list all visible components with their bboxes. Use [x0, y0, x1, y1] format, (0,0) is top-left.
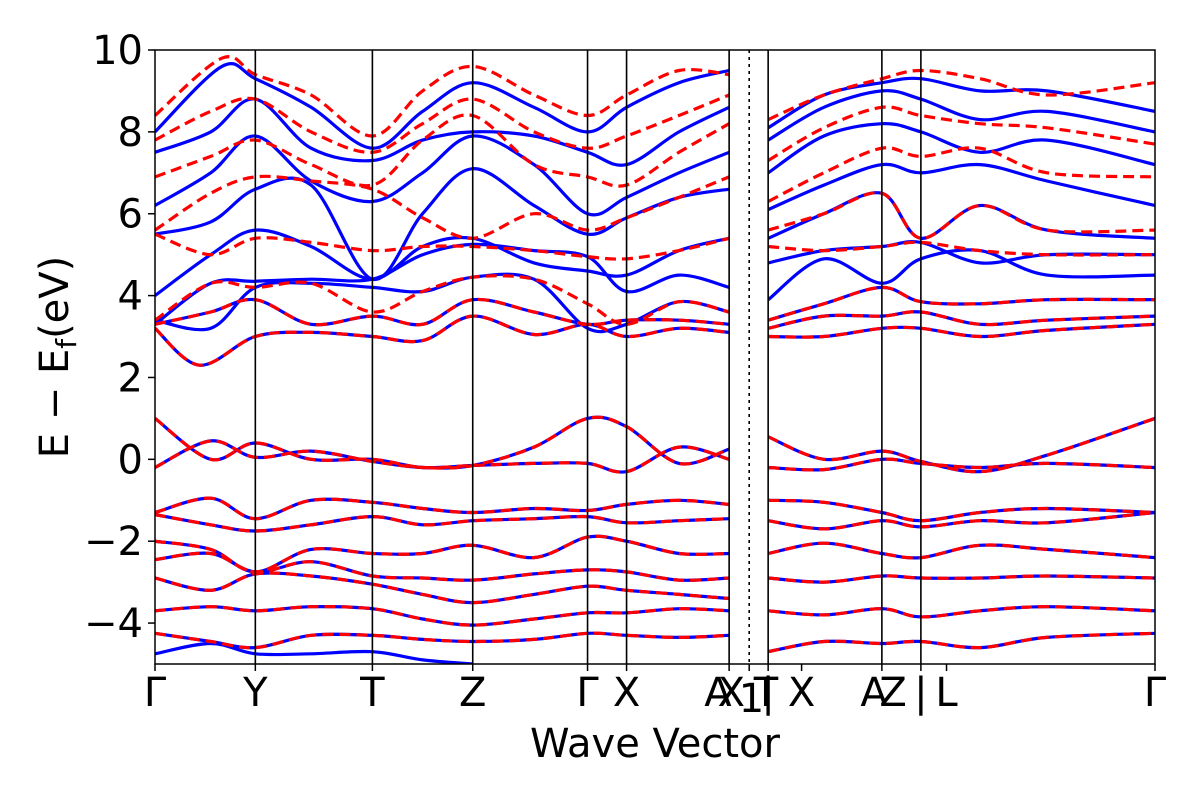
- x-tick-label: X: [788, 670, 815, 716]
- red-dashed-band-4: [155, 534, 730, 574]
- x-tick-label: |: [761, 670, 774, 716]
- y-axis-title-subscript: f: [50, 338, 83, 349]
- x-tick-label: T: [359, 670, 385, 716]
- blue-solid-band-34: [767, 122, 1155, 175]
- red-dashed-band-22: [768, 498, 1155, 523]
- y-tick-label: 2: [118, 355, 143, 401]
- y-tick-label: −2: [84, 519, 143, 565]
- blue-solid-band-33: [767, 162, 1155, 212]
- red-dashed-band-13: [155, 174, 730, 240]
- blue-solid-band-10: [155, 314, 730, 367]
- red-dashed-band-10: [155, 297, 730, 327]
- blue-solid-band-35: [767, 89, 1155, 142]
- x-tick-label: Z: [879, 670, 906, 716]
- x-axis-ticks: Γ Y T Z Γ X AX1|T X AZ | L Γ: [144, 664, 1167, 722]
- red-dashed-band-15: [155, 93, 730, 154]
- x-tick-label: T: [753, 670, 779, 716]
- red-dashed-band-26: [767, 310, 1155, 330]
- x-tick-label: L: [935, 670, 958, 716]
- x-tick-label: Γ: [576, 670, 599, 716]
- red-dashed-band-8: [155, 417, 730, 474]
- red-dashed-band-23: [767, 416, 1155, 474]
- red-dashed-band-25: [768, 322, 1155, 339]
- y-axis-title-unit: (eV): [32, 256, 78, 339]
- red-dashed-band-7: [155, 415, 730, 470]
- red-dashed-band-21: [767, 510, 1155, 531]
- plot-frame: [154, 49, 1156, 665]
- blue-solid-band-0: [155, 641, 473, 664]
- red-dashed-band-3: [155, 551, 730, 582]
- y-axis-title-main: E − E: [32, 349, 78, 459]
- red-dashed-band-19: [768, 574, 1155, 584]
- y-tick-label: −4: [84, 601, 143, 647]
- red-dashed-band-2: [155, 571, 730, 605]
- red-dashed-band-18: [768, 605, 1155, 619]
- red-dashed-band-27: [767, 285, 1155, 322]
- x-tick-label: |: [914, 670, 927, 716]
- x-tick-label: 1: [739, 676, 764, 722]
- y-tick-label: 10: [92, 28, 143, 74]
- red-dashed-band-16: [155, 55, 730, 138]
- y-axis-title: E − Ef(eV): [32, 256, 83, 459]
- high-symmetry-lines: [254, 50, 922, 664]
- y-tick-label: 8: [118, 110, 143, 156]
- red-dashed-band-30: [767, 146, 1155, 203]
- x-tick-label: X: [613, 670, 640, 716]
- y-tick-label: 0: [118, 437, 143, 483]
- x-tick-label: Γ: [1144, 670, 1167, 716]
- x-tick-label: Y: [242, 670, 268, 716]
- red-dashed-band-28: [768, 240, 1155, 257]
- x-axis-title: Wave Vector: [530, 721, 781, 767]
- y-axis-ticks: −4 −2 0 2 4 6 8 10: [84, 28, 155, 647]
- red-dashed-band-24: [768, 457, 1155, 472]
- y-tick-label: 6: [118, 192, 143, 238]
- x-tick-label: A: [860, 670, 888, 716]
- red-dashed-band-32: [767, 68, 1155, 122]
- red-dashed-band-6: [155, 496, 730, 521]
- red-dashed-band-5: [155, 513, 730, 533]
- x-tick-label: A: [704, 670, 732, 716]
- x-tick-label: Γ: [144, 670, 167, 716]
- x-tick-label: Z: [459, 670, 486, 716]
- red-dashed-band-12: [155, 232, 730, 261]
- red-dashed-band-17: [767, 631, 1155, 654]
- y-tick-label: 4: [118, 274, 143, 320]
- red-dashed-band-29: [767, 191, 1155, 240]
- bands-layer: [155, 55, 1155, 664]
- red-dashed-band-20: [767, 541, 1155, 560]
- x-tick-label: X: [718, 670, 745, 716]
- red-dashed-band-0: [155, 631, 730, 650]
- red-dashed-band-1: [155, 605, 730, 627]
- blue-solid-band-13: [155, 242, 730, 326]
- red-dashed-band-11: [155, 274, 730, 326]
